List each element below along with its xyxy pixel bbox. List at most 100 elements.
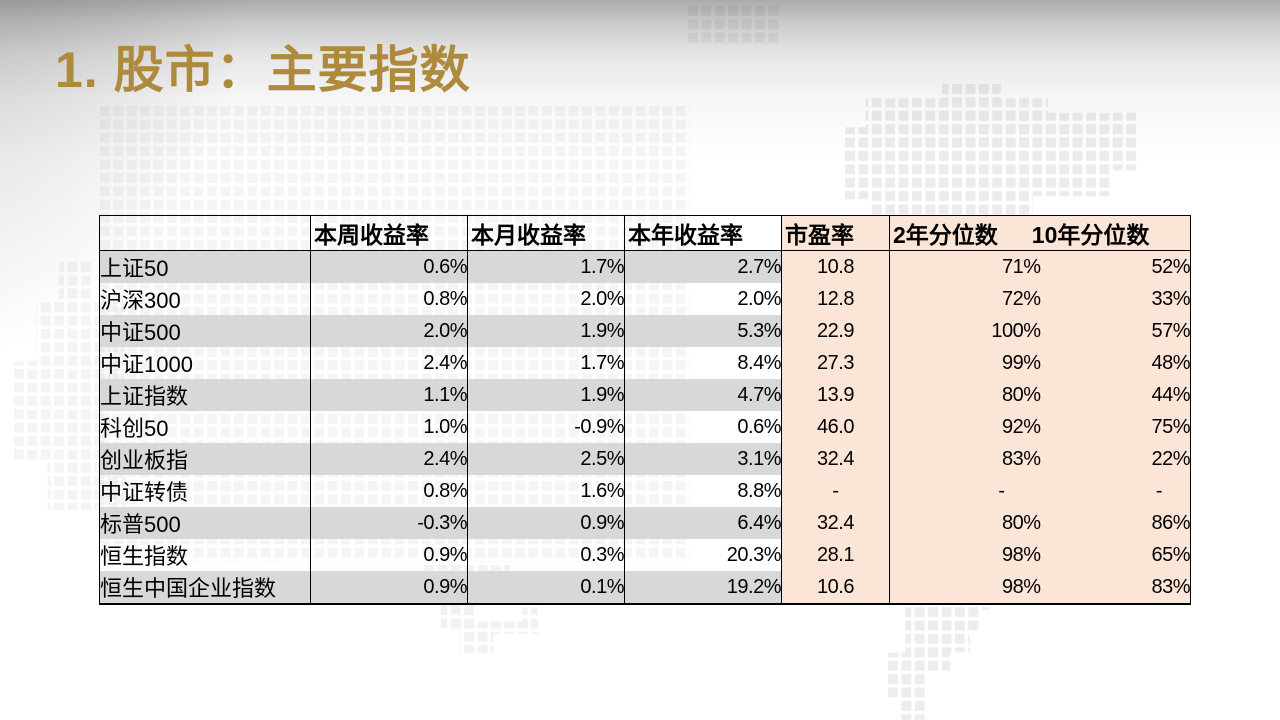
cell-year: 19.2% [624,571,782,604]
cell-year: 20.3% [624,539,782,571]
cell-pct2y: 80% [889,507,1041,539]
cell-month: 1.7% [467,250,625,283]
cell-pe: 46.0 [781,411,890,443]
cell-month: 0.9% [467,507,625,539]
cell-pct10y: 57% [1040,315,1191,347]
cell-week: 0.9% [310,539,468,571]
cell-name: 恒生中国企业指数 [99,571,311,604]
cell-pe: 12.8 [781,283,890,315]
cell-name: 创业板指 [99,443,311,475]
cell-name: 中证500 [99,315,311,347]
cell-name: 沪深300 [100,288,181,313]
header-row: 本周收益率 本月收益率 本年收益率 市盈率 2年分位数 10年分位数 [99,215,1191,251]
cell-year: 2.0% [624,283,782,315]
index-table: 本周收益率 本月收益率 本年收益率 市盈率 2年分位数 10年分位数 上证50 0.6% 1.… [99,215,1192,605]
cell-pct10y: 65% [1040,539,1191,571]
cell-pct2y: 71% [889,250,1041,283]
cell-pct2y: 80% [889,379,1041,411]
cell-pe: 32.4 [781,507,890,539]
table-row: 上证50 0.6% 1.7% 2.7% 10.8 71% 52% [99,250,1191,283]
cell-year: 2.7% [624,250,782,283]
cell-month: 2.0% [467,283,625,315]
cell-pct2y: 100% [889,315,1041,347]
cell-pe: - [781,475,890,507]
cell-pe: 28.1 [781,539,890,571]
cell-pe: 27.3 [781,347,890,379]
cell-pe: 32.4 [781,443,890,475]
cell-pe: 13.9 [781,379,890,411]
pixel-map-decoration [688,6,780,44]
cell-pct2y: 92% [889,411,1041,443]
cell-pct10y: 83% [1040,571,1191,604]
cell-week: 1.1% [310,379,468,411]
cell-name: 标普500 [99,507,311,539]
table-body: 上证50 0.6% 1.7% 2.7% 10.8 71% 52% 沪深300 0.8% 2.0% 2… [99,250,1191,604]
slide-title: 1. 股市：主要指数 [55,42,471,98]
cell-pct2y: 98% [889,571,1041,604]
cell-pe: 10.8 [781,250,890,283]
cell-week: 0.8% [310,283,468,315]
cell-pct10y: 52% [1040,250,1191,283]
cell-pct10y: 86% [1040,507,1191,539]
cell-name: 中证转债 [100,480,189,505]
cell-month: 2.5% [467,443,625,475]
cell-name: 中证1000 [100,352,193,377]
cell-week: 0.8% [310,475,468,507]
cell-week: 0.6% [310,250,468,283]
cell-year: 4.7% [624,379,782,411]
table-row: 上证指数 1.1% 1.9% 4.7% 13.9 80% 44% [99,379,1191,411]
col-header-name [99,215,311,251]
cell-pct10y: - [1040,475,1191,507]
cell-month: 1.9% [467,315,625,347]
cell-year: 5.3% [624,315,782,347]
cell-year: 0.6% [624,411,782,443]
table-row: 沪深300 0.8% 2.0% 2.0% 12.8 72% 33% [100,283,1191,315]
cell-month: 0.3% [467,539,625,571]
cell-year: 8.4% [624,347,782,379]
table-row: 创业板指 2.4% 2.5% 3.1% 32.4 83% 22% [99,443,1191,475]
table-row: 科创50 1.0% -0.9% 0.6% 46.0 92% 75% [100,411,1191,443]
cell-pct2y: 83% [889,443,1041,475]
cell-name: 科创50 [100,416,169,441]
cell-month: 0.1% [467,571,625,604]
col-header-year: 本年收益率 [624,215,782,251]
table-row: 标普500 -0.3% 0.9% 6.4% 32.4 80% 86% [99,507,1191,539]
cell-pct2y: - [889,475,1041,507]
cell-pct10y: 33% [1040,283,1191,315]
table-row: 恒生中国企业指数 0.9% 0.1% 19.2% 10.6 98% 83% [99,571,1191,604]
cell-week: 2.4% [310,347,468,379]
cell-name: 上证50 [99,250,311,283]
cell-week: 2.0% [310,315,468,347]
cell-week: 2.4% [310,443,468,475]
cell-year: 8.8% [624,475,782,507]
cell-month: -0.9% [467,411,625,443]
cell-pct10y: 44% [1040,379,1191,411]
cell-pct2y: 98% [889,539,1041,571]
cell-pe: 22.9 [781,315,890,347]
cell-pe: 10.6 [781,571,890,604]
col-header-pct2y: 2年分位数 [893,222,998,248]
col-header-week: 本周收益率 [310,215,468,251]
cell-pct2y: 72% [889,283,1041,315]
cell-week: 0.9% [310,571,468,604]
cell-month: 1.6% [467,475,625,507]
cell-month: 1.9% [467,379,625,411]
cell-pct10y: 75% [1040,411,1191,443]
cell-name: 上证指数 [99,379,311,411]
cell-name: 恒生指数 [100,544,189,569]
col-header-pe: 市盈率 [781,215,890,251]
table-header: 本周收益率 本月收益率 本年收益率 市盈率 2年分位数 10年分位数 [99,215,1191,251]
col-header-month: 本月收益率 [467,215,625,251]
cell-year: 6.4% [624,507,782,539]
table-row: 中证1000 2.4% 1.7% 8.4% 27.3 99% 48% [100,347,1191,379]
table-row: 中证转债 0.8% 1.6% 8.8% - - - [100,475,1191,507]
cell-week: -0.3% [310,507,468,539]
cell-pct10y: 48% [1040,347,1191,379]
cell-pct2y: 99% [889,347,1041,379]
cell-year: 3.1% [624,443,782,475]
cell-week: 1.0% [310,411,468,443]
table-row: 恒生指数 0.9% 0.3% 20.3% 28.1 98% 65% [100,539,1191,571]
col-header-percentiles: 2年分位数 10年分位数 [888,215,1191,251]
cell-month: 1.7% [467,347,625,379]
col-header-pct10y: 10年分位数 [1031,222,1150,248]
